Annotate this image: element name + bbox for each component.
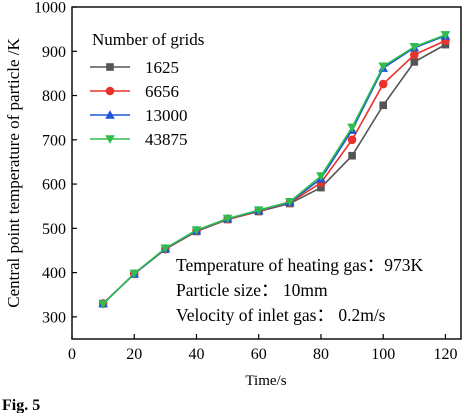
legend-label-6656: 6656: [145, 82, 179, 101]
legend-marker-43875: [105, 135, 115, 144]
x-tick-label: 20: [126, 346, 142, 363]
legend-marker-6656: [105, 86, 115, 96]
annotation-particle-size: Particle size： 10mm: [176, 280, 328, 300]
data-point-6656: [347, 135, 357, 145]
legend-label-13000: 13000: [145, 106, 188, 125]
annotation-inlet-velocity: Velocity of inlet gas： 0.2m/s: [176, 305, 386, 325]
series-layer: [98, 30, 451, 309]
axis-ticks: 0 20 40 60 80 100 120 300 400 500 600 700 800 900 1000: [34, 0, 457, 363]
data-point-43875: [378, 62, 388, 72]
data-point-43875: [191, 226, 202, 235]
x-tick-label: 80: [313, 346, 329, 363]
legend-label-43875: 43875: [145, 130, 188, 149]
data-point-6656: [410, 50, 419, 60]
data-point-1625: [410, 58, 419, 66]
x-tick-label: 40: [188, 346, 204, 363]
data-point-43875: [409, 43, 420, 52]
y-tick-label: 700: [42, 132, 66, 149]
x-tick-label: 60: [251, 346, 267, 363]
data-point-43875: [98, 300, 108, 309]
y-tick-label: 600: [42, 177, 66, 194]
y-tick-label: 1000: [34, 0, 66, 17]
x-tick-label: 100: [371, 346, 395, 363]
data-point-43875: [347, 123, 357, 133]
x-tick-label: 120: [433, 346, 457, 363]
y-tick-label: 400: [42, 265, 66, 282]
legend-marker-1625: [106, 63, 114, 71]
data-point-1625: [379, 101, 387, 110]
data-point-43875: [129, 269, 140, 279]
series-43875: [98, 31, 451, 309]
x-axis-title: Time/s: [245, 373, 286, 389]
series-line-43875: [102, 34, 446, 305]
data-point-1625: [348, 151, 356, 160]
y-tick-label: 300: [42, 309, 66, 326]
y-tick-label: 500: [42, 221, 66, 238]
figure-caption: Fig. 5: [2, 397, 40, 413]
data-point-6656: [378, 79, 388, 89]
x-tick-label: 0: [68, 346, 76, 363]
y-tick-label: 800: [42, 88, 66, 105]
data-point-43875: [160, 244, 171, 254]
plot-frame: [71, 6, 462, 340]
legend-label-1625: 1625: [145, 58, 179, 77]
data-point-43875: [285, 197, 295, 207]
annotation-heating-gas: Temperature of heating gas：973K: [176, 255, 423, 275]
data-point-43875: [253, 206, 264, 215]
y-tick-label: 900: [42, 44, 66, 61]
legend: Number of grids 1625 6656 13000 43875: [90, 30, 204, 149]
y-axis-title: Central point temperature of particle /K: [4, 38, 23, 308]
plot-area: [71, 6, 462, 340]
data-point-43875: [222, 214, 233, 224]
data-point-43875: [440, 31, 451, 40]
legend-marker-13000: [105, 110, 115, 119]
data-point-1625: [317, 183, 325, 192]
data-point-43875: [316, 172, 326, 181]
legend-title: Number of grids: [92, 30, 204, 49]
annotations: Temperature of heating gas：973K Particle…: [176, 255, 423, 325]
